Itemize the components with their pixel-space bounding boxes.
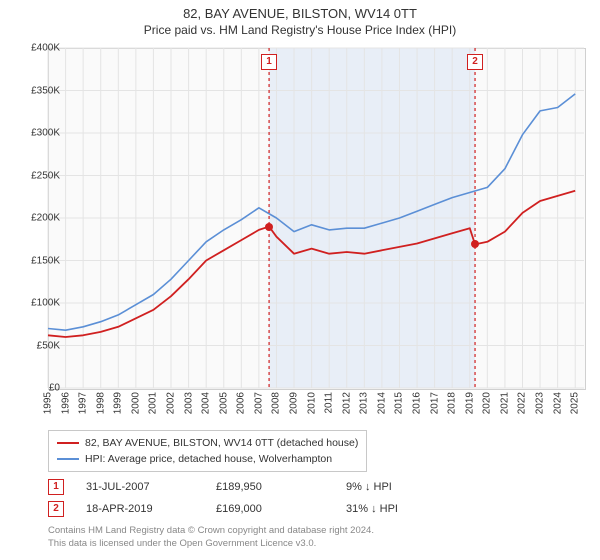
x-tick-label: 2025 [570,392,581,414]
x-tick-label: 2000 [130,392,141,414]
x-tick-label: 1999 [113,392,124,414]
x-tick-label: 2014 [376,392,387,414]
footer: Contains HM Land Registry data © Crown c… [48,524,374,550]
x-tick-label: 2005 [218,392,229,414]
x-tick-label: 2021 [499,392,510,414]
legend-item-hpi: HPI: Average price, detached house, Wolv… [57,451,358,467]
x-tick-label: 2015 [394,392,405,414]
x-tick-label: 2016 [412,392,423,414]
sale-row-marker-2: 2 [48,501,64,517]
x-tick-label: 2006 [236,392,247,414]
y-tick-label: £300K [14,128,60,139]
x-tick-label: 2011 [324,392,335,414]
x-tick-label: 2009 [289,392,300,414]
x-tick-label: 2023 [535,392,546,414]
x-tick-label: 2018 [447,392,458,414]
footer-line-2: This data is licensed under the Open Gov… [48,537,374,550]
sale-price-1: £189,950 [216,481,346,493]
y-tick-label: £250K [14,170,60,181]
y-tick-label: £150K [14,255,60,266]
legend: 82, BAY AVENUE, BILSTON, WV14 0TT (detac… [48,430,367,472]
sales-table: 1 31-JUL-2007 £189,950 9% ↓ HPI 2 18-APR… [48,476,476,520]
legend-label-hpi: HPI: Average price, detached house, Wolv… [85,451,332,467]
x-tick-label: 2020 [482,392,493,414]
x-tick-label: 2001 [148,392,159,414]
x-tick-label: 2007 [253,392,264,414]
y-tick-label: £350K [14,85,60,96]
legend-swatch-property [57,442,79,444]
sale-marker-1: 1 [261,54,277,70]
x-tick-label: 2024 [552,392,563,414]
legend-item-property: 82, BAY AVENUE, BILSTON, WV14 0TT (detac… [57,435,358,451]
chart-title: 82, BAY AVENUE, BILSTON, WV14 0TT [0,0,600,21]
sale-delta-1: 9% ↓ HPI [346,481,476,493]
x-tick-label: 2017 [429,392,440,414]
y-tick-label: £100K [14,298,60,309]
sale-date-1: 31-JUL-2007 [86,481,216,493]
sale-marker-2: 2 [467,54,483,70]
series-layer [48,48,584,388]
sale-price-2: £169,000 [216,503,346,515]
x-tick-label: 1998 [95,392,106,414]
x-tick-label: 1995 [43,392,54,414]
x-tick-label: 1996 [60,392,71,414]
x-tick-label: 2012 [341,392,352,414]
sale-row-marker-1: 1 [48,479,64,495]
x-tick-label: 2022 [517,392,528,414]
sale-delta-2: 31% ↓ HPI [346,503,476,515]
y-tick-label: £200K [14,213,60,224]
x-tick-label: 2004 [201,392,212,414]
x-tick-label: 2019 [464,392,475,414]
y-tick-label: £50K [14,340,60,351]
legend-label-property: 82, BAY AVENUE, BILSTON, WV14 0TT (detac… [85,435,358,451]
sale-dot-1 [265,223,273,231]
x-tick-label: 2002 [166,392,177,414]
chart-subtitle: Price paid vs. HM Land Registry's House … [0,21,600,41]
legend-swatch-hpi [57,458,79,460]
x-tick-label: 2008 [271,392,282,414]
footer-line-1: Contains HM Land Registry data © Crown c… [48,524,374,537]
x-tick-label: 1997 [78,392,89,414]
y-tick-label: £400K [14,43,60,54]
x-tick-label: 2003 [183,392,194,414]
sale-row-2: 2 18-APR-2019 £169,000 31% ↓ HPI [48,498,476,520]
x-tick-label: 2010 [306,392,317,414]
sale-row-1: 1 31-JUL-2007 £189,950 9% ↓ HPI [48,476,476,498]
x-tick-label: 2013 [359,392,370,414]
chart-plot-area [48,48,584,388]
sale-date-2: 18-APR-2019 [86,503,216,515]
sale-dot-2 [471,240,479,248]
